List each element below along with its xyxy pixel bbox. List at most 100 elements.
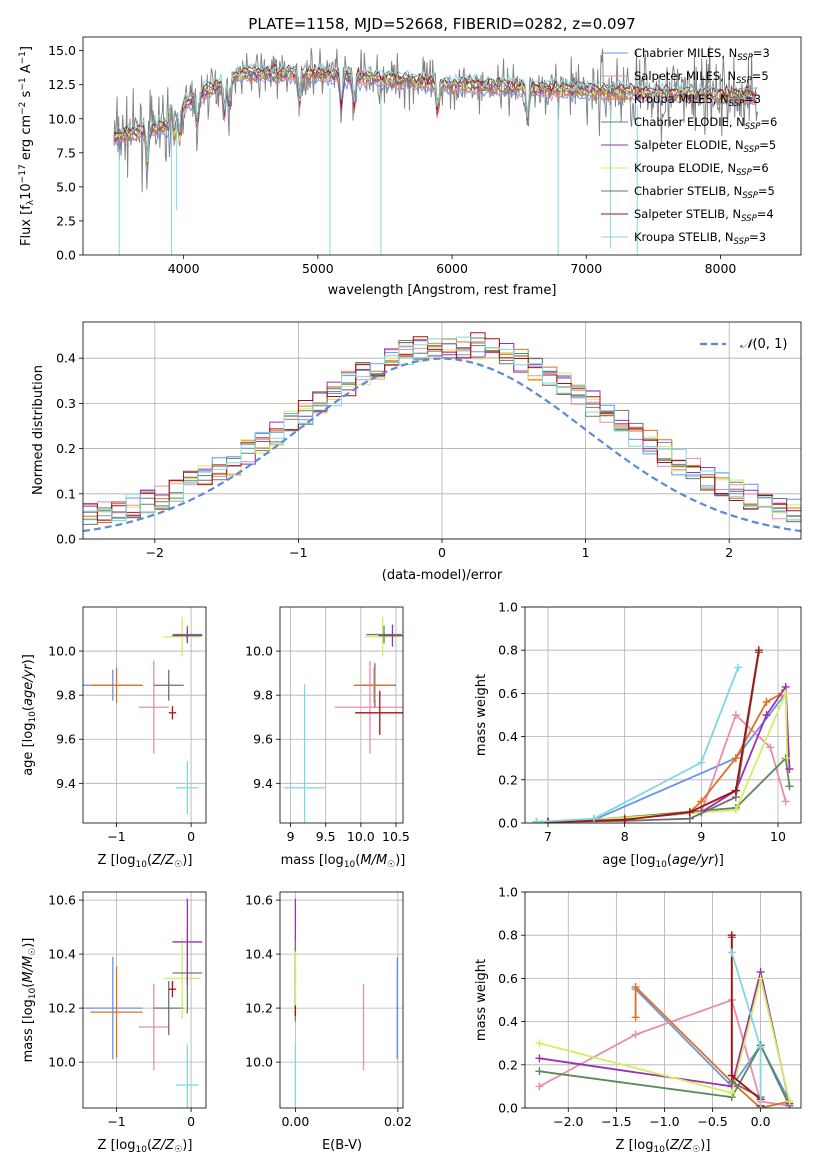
histogram-step	[83, 338, 801, 523]
x-tick-label: 10.5	[382, 829, 410, 844]
legend-entry: 𝒩(0, 1)	[740, 337, 787, 352]
y-tick-label: 9.4	[56, 776, 76, 791]
y-axis-label: mass weight	[474, 959, 489, 1041]
weight-vs-z-panel: −2.0 −1.5 −1.0 −0.5 0.0 0.0 0.2 0.4 0.6 0.8 1.0 Z […	[474, 885, 802, 1155]
x-tick-label: 7000	[570, 261, 602, 276]
legend-entry: Salpeter MILES, NSSP=5	[634, 69, 769, 86]
data-point	[731, 754, 740, 763]
y-tick-label: 0.2	[498, 772, 518, 787]
plot-area	[83, 332, 801, 533]
legend-entry: Kroupa MILES, NSSP=3	[634, 92, 761, 109]
y-tick-label: 15.0	[48, 43, 76, 58]
data-point	[762, 711, 771, 719]
y-tick-label: 0.2	[498, 1057, 518, 1072]
histogram-step	[83, 332, 801, 521]
y-tick-label: 0.0	[56, 248, 76, 263]
y-tick-label: 9.6	[253, 732, 273, 747]
data-point	[685, 808, 694, 817]
data-point	[697, 758, 706, 767]
y-tick-label: 0.2	[56, 441, 76, 456]
x-tick-label: 9	[287, 829, 295, 844]
plot-area	[83, 898, 203, 1108]
axes-frame	[279, 891, 404, 1109]
model-line	[113, 61, 757, 158]
data-point	[697, 797, 706, 806]
x-tick-label: 7	[544, 829, 552, 844]
y-tick-label: 0.6	[498, 686, 518, 701]
data-point	[731, 806, 740, 815]
y-tick-label: 10.0	[245, 1055, 273, 1070]
data-point	[785, 765, 794, 773]
axes-frame	[82, 36, 802, 256]
data-point	[631, 983, 640, 992]
x-tick-label: 4000	[168, 261, 200, 276]
y-tick-label: 10.4	[245, 947, 273, 962]
x-axis-label: mass [log10(M/M☉)]	[281, 853, 406, 870]
histogram-step	[83, 337, 801, 519]
x-tick-label: −1.5	[601, 1114, 631, 1129]
y-tick-label: 10.4	[48, 947, 76, 962]
data-point	[590, 814, 598, 823]
y-tick-label: 0.8	[498, 643, 518, 658]
spectrum-panel: 4000 5000 6000 7000 8000 0.0 2.5 5.0 7.5 10.0 12.5…	[18, 36, 802, 298]
y-tick-label: 0.6	[498, 971, 518, 986]
x-tick-label: 8	[621, 829, 629, 844]
data-point	[734, 663, 743, 672]
series-line	[730, 937, 762, 1108]
y-axis-label: mass weight	[474, 674, 489, 756]
data-point	[731, 786, 740, 795]
mass-vs-z-panel: −1 0 10.0 10.2 10.4 10.6 Z [log10(Z/Z☉)] mass […	[21, 891, 207, 1155]
data-point	[532, 817, 541, 823]
x-tick-label: 0	[187, 1114, 195, 1129]
residual-panel: −2 −1 0 1 2 0.0 0.1 0.2 0.3 0.4 𝒩(0, 1) (data-model…	[31, 321, 802, 583]
age-vs-z-panel: −1 0 9.4 9.6 9.8 10.0 Z [log10(Z/Z☉)] age [log1…	[21, 606, 207, 870]
x-tick-label: −1	[107, 829, 125, 844]
x-tick-label: 0.00	[281, 1114, 309, 1129]
series-line	[730, 935, 762, 1106]
y-tick-label: 0.0	[56, 532, 76, 547]
data-point	[535, 1039, 544, 1048]
x-tick-label: 0	[438, 545, 446, 560]
x-tick-label: 9	[697, 829, 705, 844]
x-tick-label: 0.02	[384, 1114, 412, 1129]
x-tick-label: 1	[582, 545, 590, 560]
x-axis-label: wavelength [Angstrom, rest frame]	[328, 283, 557, 298]
data-point	[754, 646, 763, 655]
data-point	[756, 974, 765, 983]
series-line	[539, 978, 791, 1102]
y-tick-label: 9.8	[56, 688, 76, 703]
y-tick-label: 10.6	[48, 893, 76, 908]
x-tick-label: 2	[725, 545, 733, 560]
x-axis-label: Z [log10(Z/Z☉)]	[98, 1138, 193, 1155]
x-tick-label: −1	[107, 1114, 125, 1129]
axes-frame	[82, 321, 802, 540]
series-line	[536, 667, 739, 823]
mass-vs-ebv-panel: 0.00 0.02 10.0 10.2 10.4 10.6 E(B-V)	[245, 891, 412, 1153]
axes-frame	[82, 891, 207, 1109]
y-tick-label: 9.6	[56, 732, 76, 747]
data-point	[731, 711, 740, 719]
data-point	[756, 1104, 765, 1108]
axes-frame	[524, 891, 802, 1109]
y-axis-label: Flux [fλ10−17 erg cm−2 s−1 A−1]	[18, 46, 36, 246]
y-tick-label: 0.3	[56, 396, 76, 411]
x-tick-label: 10.0	[347, 829, 375, 844]
data-point	[727, 948, 736, 957]
y-tick-label: 10.2	[48, 1001, 76, 1016]
axes-frame	[82, 606, 207, 824]
series-line	[634, 988, 791, 1102]
x-tick-label: −0.5	[697, 1114, 727, 1129]
y-tick-label: 1.0	[498, 885, 518, 900]
y-tick-label: 1.0	[498, 600, 518, 615]
y-axis-label: mass [log10(M/M☉)]	[21, 938, 38, 1063]
y-tick-label: 0.1	[56, 486, 76, 501]
y-tick-label: 2.5	[56, 213, 76, 228]
series-line	[547, 692, 783, 823]
y-axis-label: age [log10(age/yr)]	[21, 654, 38, 776]
axes-frame	[524, 606, 802, 824]
y-tick-label: 9.8	[253, 688, 273, 703]
y-tick-label: 0.4	[498, 1014, 518, 1029]
x-tick-label: 9.5	[316, 829, 336, 844]
legend-entry: Kroupa ELODIE, NSSP=6	[634, 161, 769, 178]
